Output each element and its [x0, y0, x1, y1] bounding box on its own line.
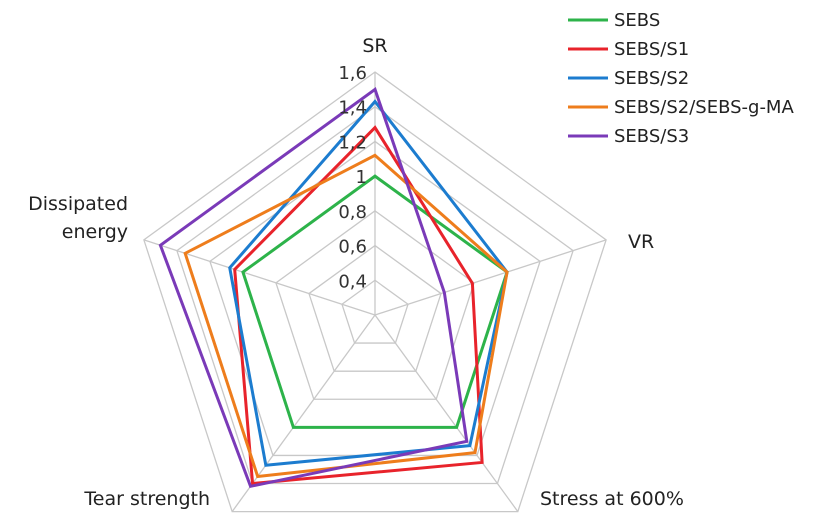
axis-labels: SR VR Stress at 600% Tear strength Dissipate… — [28, 35, 684, 510]
series-line-sebs-s2 — [228, 99, 509, 467]
tick-labels: 0,4 0,6 0,8 1 1,2 1,4 1,6 — [338, 63, 367, 292]
axis-label: Stress at 600% — [540, 488, 684, 510]
grid-ring — [341, 279, 409, 344]
grid-layer — [143, 71, 607, 513]
grid-spoke — [374, 239, 607, 316]
tick-label: 1,6 — [338, 63, 367, 84]
series-line-sebs-s1 — [233, 125, 484, 486]
tick-label: 1 — [356, 167, 367, 188]
series-line-sebs-s2-sebs-g-ma — [183, 153, 509, 479]
series-layer — [158, 86, 509, 489]
series-line-sebs — [241, 174, 509, 429]
grid-spoke — [143, 239, 376, 316]
tick-label: 1,2 — [338, 132, 367, 153]
legend-label: SEBS/S2 — [614, 68, 689, 89]
grid-ring — [176, 105, 574, 485]
tick-label: 1,4 — [338, 98, 367, 119]
grid-ring — [143, 71, 607, 513]
axis-label: Tear strength — [83, 488, 210, 510]
tick-label: 0,6 — [338, 237, 367, 258]
grid-spoke — [231, 314, 376, 512]
grid-ring — [275, 210, 475, 400]
tick-label: 0,4 — [338, 271, 367, 292]
legend-label: SEBS/S3 — [614, 126, 689, 147]
legend-label: SEBS/S2/SEBS-g-MA — [614, 97, 794, 118]
series-line-sebs-s3 — [158, 86, 469, 489]
axis-label: VR — [628, 231, 654, 253]
legend-label: SEBS — [614, 10, 660, 31]
grid-ring — [308, 244, 442, 372]
tick-label: 0,8 — [338, 202, 367, 223]
axis-label: SR — [362, 35, 387, 57]
axis-label: Dissipated energy — [28, 193, 128, 243]
legend: SEBS SEBS/S1 SEBS/S2 SEBS/S2/SEBS-g-MA SEBS/… — [568, 10, 794, 147]
grid-spoke — [374, 314, 519, 512]
legend-label: SEBS/S1 — [614, 39, 689, 60]
